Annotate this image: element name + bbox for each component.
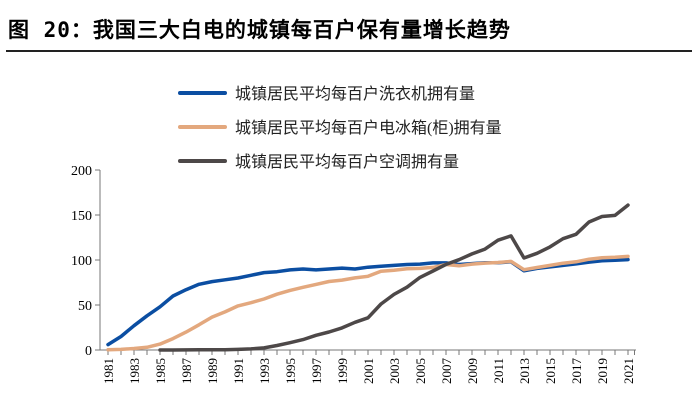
- x-tick-label: 1993: [257, 358, 272, 384]
- x-tick-label: 2019: [595, 358, 610, 384]
- x-tick-label: 2005: [413, 358, 428, 384]
- y-tick-label: 100: [71, 254, 92, 269]
- x-tick-label: 2011: [491, 358, 506, 384]
- y-tick-label: 200: [71, 164, 92, 179]
- x-tick-label: 1989: [205, 358, 220, 384]
- series-line-1: [106, 254, 630, 352]
- y-tick-label: 0: [85, 344, 92, 359]
- x-tick-label: 1983: [127, 358, 142, 384]
- series-line-2: [158, 203, 630, 352]
- x-tick-label: 1999: [335, 358, 350, 384]
- title-underline: [6, 50, 692, 52]
- x-tick-label: 1995: [283, 358, 298, 384]
- x-tick-label: 2017: [569, 358, 584, 385]
- x-tick-label: 1985: [153, 358, 168, 384]
- x-tick-label: 2003: [387, 358, 402, 384]
- x-tick-label: 2007: [439, 358, 454, 385]
- x-tick-label: 2009: [465, 358, 480, 384]
- legend-label-1: 城镇居民平均每百户电冰箱(柜)拥有量: [235, 119, 502, 137]
- chart-title: 图 20：我国三大白电的城镇每百户保有量增长趋势: [8, 18, 511, 42]
- x-tick-label: 2021: [621, 358, 636, 384]
- y-tick-label: 150: [71, 209, 92, 224]
- legend-label-2: 城镇居民平均每百户空调拥有量: [235, 153, 459, 171]
- x-tick-label: 1987: [179, 358, 194, 385]
- x-tick-label: 1997: [309, 358, 324, 385]
- x-tick-label: 1991: [231, 358, 246, 384]
- legend-label-0: 城镇居民平均每百户洗衣机拥有量: [235, 85, 475, 103]
- x-tick-label: 1981: [101, 358, 116, 384]
- x-tick-label: 2013: [517, 358, 532, 384]
- x-tick-label: 2015: [543, 358, 558, 384]
- x-tick-label: 2001: [361, 358, 376, 384]
- y-tick-label: 50: [78, 299, 92, 314]
